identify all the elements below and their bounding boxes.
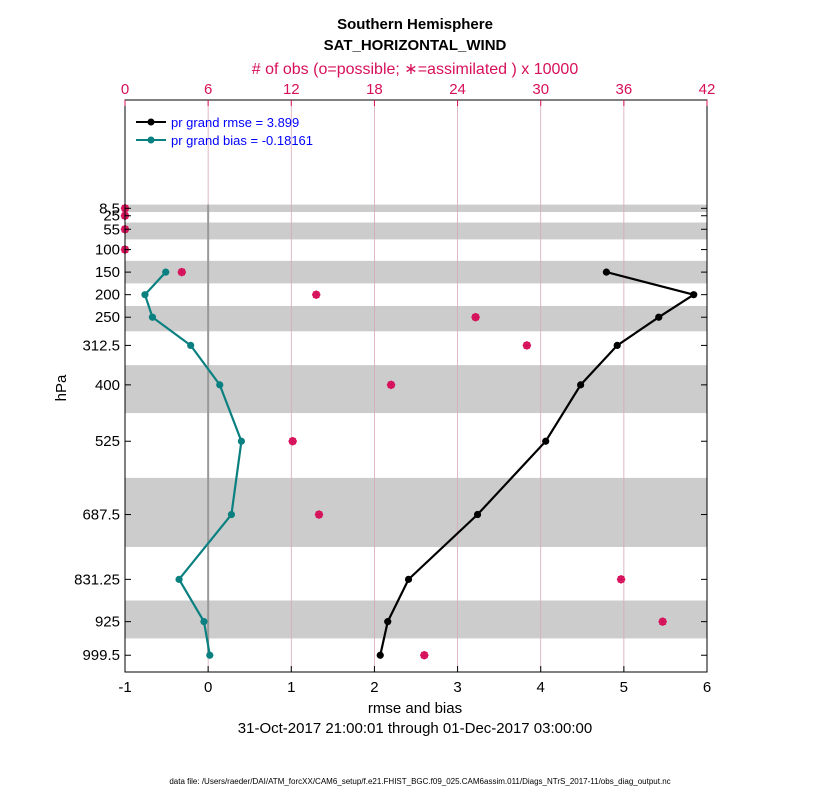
- rmse-point: [690, 291, 698, 299]
- top-tick-label: 18: [366, 81, 383, 98]
- asterisk-stroke: [315, 510, 323, 519]
- obs-assimilated-marker: [420, 651, 429, 660]
- y-axis-label: hPa: [53, 374, 70, 401]
- top-axis-label: # of obs (o=possible; ∗=assimilated ) x …: [252, 61, 579, 78]
- bias-point: [200, 618, 208, 626]
- legend: pr grand rmse = 3.899 pr grand bias = -0…: [136, 115, 313, 148]
- y-tick-label: 925: [95, 614, 120, 631]
- top-tick-label: 42: [699, 81, 716, 98]
- y-tick-label: 525: [95, 433, 120, 450]
- level-band: [125, 204, 707, 213]
- asterisk-stroke: [289, 437, 297, 445]
- obs-assimilated-marker: [312, 290, 321, 299]
- x-axis-label: rmse and bias: [368, 700, 462, 717]
- level-band: [125, 260, 707, 284]
- footnote: data file: /Users/raeder/DAI/ATM_forcXX/…: [169, 777, 670, 786]
- bias-point: [187, 341, 195, 350]
- chart-subtitle: SAT_HORIZONTAL_WIND: [324, 37, 507, 54]
- level-band: [125, 365, 707, 414]
- asterisk-stroke: [472, 313, 480, 321]
- rmse-point: [655, 313, 663, 321]
- series-lines: [141, 268, 698, 659]
- plot-frame: [124, 99, 708, 673]
- y-tick-label: 150: [95, 264, 120, 281]
- asterisk-stroke: [523, 341, 531, 349]
- legend-bias-label: pr grand bias = -0.18161: [171, 133, 313, 148]
- rmse-point: [384, 618, 392, 626]
- legend-rmse-marker: [147, 118, 155, 126]
- obs-assimilated-marker: [522, 341, 532, 350]
- bias-point: [175, 575, 183, 583]
- level-bands: [125, 204, 707, 639]
- top-tick-label: 0: [121, 81, 129, 98]
- obs-assimilated-marker: [288, 437, 297, 446]
- x-tick-label: -1: [118, 679, 131, 696]
- y-tick-label: 687.5: [82, 507, 120, 524]
- legend-rmse-label: pr grand rmse = 3.899: [171, 115, 299, 130]
- rmse-point: [613, 341, 621, 350]
- obs-assimilated-marker: [616, 575, 626, 584]
- level-band: [125, 477, 707, 547]
- bias-point: [148, 313, 157, 321]
- y-tick-label: 55: [103, 221, 120, 238]
- rmse-point: [404, 575, 413, 583]
- y-tick-label: 312.5: [82, 337, 120, 354]
- y-tick-label: 100: [95, 242, 120, 259]
- bias-point: [162, 268, 170, 276]
- asterisk-stroke: [178, 268, 186, 276]
- rmse-point: [376, 651, 384, 659]
- obs-assimilated-marker: [314, 510, 324, 519]
- bias-point: [206, 651, 214, 659]
- rmse-point: [577, 381, 585, 389]
- x-tick-label: 6: [703, 679, 711, 696]
- bias-point: [141, 291, 149, 299]
- y-tick-label: 831.25: [74, 571, 120, 588]
- rmse-point: [542, 437, 550, 445]
- top-tick-label: 30: [532, 81, 549, 98]
- asterisk-stroke: [420, 651, 428, 659]
- y-tick-label: 400: [95, 377, 120, 394]
- date-range: 31-Oct-2017 21:00:01 through 01-Dec-2017…: [238, 720, 592, 737]
- asterisk-stroke: [617, 575, 625, 583]
- obs-assimilated-marker: [471, 313, 480, 322]
- y-tick-label: 8.5: [99, 200, 120, 217]
- bias-point: [216, 381, 224, 389]
- y-tick-label: 25: [103, 208, 120, 225]
- bias-line: [143, 271, 243, 656]
- bias-point: [237, 437, 245, 445]
- y-tick-label: 200: [95, 287, 120, 304]
- top-tick-label: 36: [616, 81, 633, 98]
- asterisk-stroke: [312, 291, 320, 299]
- level-band: [125, 305, 707, 332]
- x-tick-label: 4: [537, 679, 545, 696]
- bias-point: [227, 510, 236, 519]
- x-tick-label: 3: [453, 679, 461, 696]
- top-tick-label: 6: [204, 81, 212, 98]
- asterisk-stroke: [387, 381, 395, 389]
- top-tick-label: 24: [449, 81, 466, 98]
- rmse-point: [602, 268, 610, 276]
- axis-ticks: -1 0 1 2 3 4 5 60 6 12 18 24 30 36 428.525551001502002…: [74, 81, 715, 696]
- top-tick-label: 12: [283, 81, 300, 98]
- obs-assimilated-marker: [386, 380, 396, 390]
- obs-assimilated-marker: [177, 267, 187, 277]
- chart-title: Southern Hemisphere: [337, 16, 493, 33]
- x-tick-label: 5: [620, 679, 628, 696]
- level-band: [125, 222, 707, 240]
- level-band: [125, 600, 707, 639]
- y-tick-label: 250: [95, 309, 120, 326]
- rmse-line: [379, 271, 697, 656]
- y-tick-label: 999.5: [82, 647, 120, 664]
- x-tick-label: 0: [204, 679, 212, 696]
- x-tick-label: 2: [370, 679, 378, 696]
- obs-assimilated-marker: [658, 617, 667, 626]
- asterisk-stroke: [659, 618, 667, 626]
- rmse-point: [473, 510, 482, 519]
- x-tick-label: 1: [287, 679, 295, 696]
- legend-bias-marker: [147, 136, 155, 144]
